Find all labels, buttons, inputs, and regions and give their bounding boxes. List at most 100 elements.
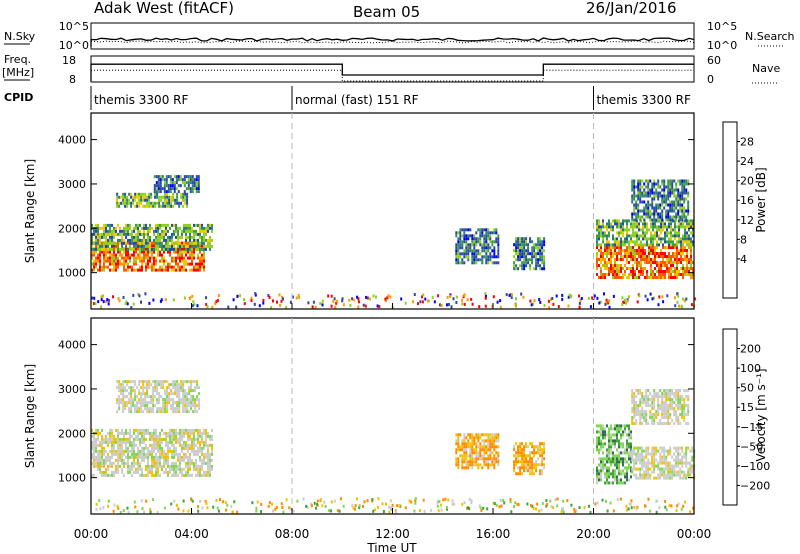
range-gate-cell [608,427,610,431]
range-gate-cell [633,505,636,509]
range-gate-cell [495,231,498,235]
range-gate-cell [602,469,604,473]
range-gate-cell [430,508,433,512]
range-gate-cell [163,452,165,456]
range-gate-cell [519,258,522,262]
range-gate-cell [139,440,141,444]
range-gate-cell [119,443,121,447]
range-gate-cell [653,419,656,422]
range-gate-cell [620,478,622,482]
range-gate-cell [654,225,656,229]
range-gate-cell [667,182,670,186]
range-gate-cell [152,204,155,208]
range-gate-cell [662,276,664,279]
range-gate-cell [149,452,151,456]
range-gate-cell [600,225,602,229]
range-gate-cell [673,413,676,416]
range-gate-cell [148,395,151,399]
range-gate-cell [167,470,169,474]
range-gate-cell [622,243,624,247]
range-gate-cell [133,256,135,260]
range-gate-cell [236,510,239,514]
range-gate-cell [645,212,648,216]
range-gate-cell [130,404,133,408]
range-gate-cell [121,443,123,447]
range-gate-cell [655,458,658,462]
range-gate-cell [685,446,688,450]
range-gate-cell [201,464,203,468]
range-gate-cell [614,460,616,464]
range-gate-cell [174,407,177,411]
range-gate-cell [647,404,650,407]
range-gate-cell [678,273,680,276]
range-gate-cell [670,246,672,249]
range-gate-cell [475,454,478,458]
range-gate-cell [661,188,664,192]
range-gate-cell [479,237,482,241]
range-gate-cell [661,295,664,299]
range-gate-cell [120,398,123,402]
range-gate-cell [649,413,652,416]
range-gate-cell [140,192,143,196]
range-gate-cell [155,229,157,233]
range-gate-cell [668,258,670,261]
range-gate-cell [173,431,175,435]
range-gate-cell [118,204,121,208]
range-gate-cell [95,244,97,248]
range-gate-cell [527,261,530,265]
range-gate-cell [169,250,171,254]
range-gate-cell [453,502,456,506]
range-gate-cell [523,261,526,265]
range-gate-cell [180,389,183,393]
cpid-segment-label: normal (fast) 151 RF [295,93,419,107]
range-gate-cell [675,464,678,468]
range-gate-cell [136,204,139,208]
range-gate-cell [666,231,668,235]
range-gate-cell [637,404,640,407]
range-gate-cell [628,454,630,458]
range-gate-cell [185,223,187,227]
range-gate-cell [459,261,462,265]
range-gate-cell [128,401,131,405]
range-gate-cell [661,203,664,207]
range-gate-cell [604,246,606,249]
range-gate-cell [598,475,600,479]
range-gate-cell [648,243,650,247]
range-gate-cell [103,232,105,236]
range-gate-cell [685,449,688,453]
range-gate-cell [123,449,125,453]
range-gate-cell [647,467,650,471]
range-gate-cell [181,470,183,474]
range-gate-cell [193,303,196,307]
range-gate-cell [626,225,628,229]
range-gate-cell [163,470,165,474]
range-gate-cell [203,235,205,239]
range-gate-cell [642,252,644,255]
range-gate-cell [515,457,518,461]
range-gate-cell [676,261,678,264]
range-gate-cell [216,298,219,302]
range-gate-cell [414,501,417,505]
range-gate-cell [151,449,153,453]
range-gate-cell [669,470,672,474]
range-gate-cell [211,428,213,432]
range-gate-cell [159,265,161,269]
range-gate-cell [648,228,650,232]
range-gate-cell [182,398,185,402]
range-gate-cell [628,246,630,249]
range-gate-cell [608,252,610,255]
range-gate-cell [606,249,608,252]
range-gate-cell [683,470,686,474]
range-gate-cell [174,198,177,202]
range-gate-cell [196,404,199,408]
range-gate-cell [465,237,468,241]
range-gate-cell [179,428,181,432]
range-gate-cell [182,395,185,399]
range-gate-cell [675,389,678,392]
range-gate-cell [667,419,670,422]
range-gate-cell [628,436,630,440]
range-gate-cell [630,234,632,238]
range-gate-cell [109,431,111,435]
range-gate-cell [165,241,167,245]
range-gate-cell [622,472,624,476]
